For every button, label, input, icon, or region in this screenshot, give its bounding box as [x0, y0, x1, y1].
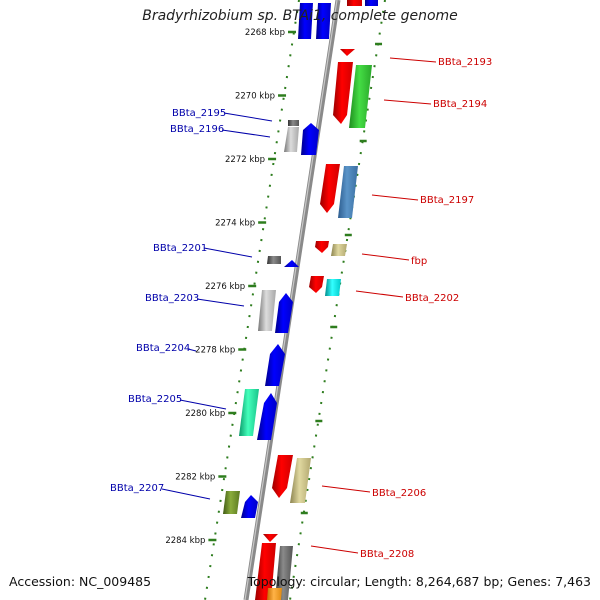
- gene-label: BBta_2195: [172, 108, 226, 119]
- gene-arrow: [365, 0, 378, 6]
- gene-arrow: [284, 127, 299, 152]
- tick-label: 2284 kbp: [165, 536, 205, 546]
- right-labels: BBta_2193 BBta_2194 BBta_2197 fbp BBta_2…: [310, 57, 492, 560]
- tick-marks: 2268 kbp 2270 kbp 2272 kbp 2274 kbp 2276 kbp…: [165, 28, 383, 546]
- gene-label: BBta_2207: [110, 483, 164, 494]
- gene-arrow: [309, 276, 324, 293]
- left-strand-features: [223, 3, 331, 518]
- gene-label: BBta_2194: [433, 99, 487, 110]
- gene-arrow: [267, 588, 282, 600]
- tick-label: 2276 kbp: [205, 282, 245, 292]
- tick-label: 2280 kbp: [185, 409, 225, 419]
- leader-line: [203, 247, 253, 258]
- leader-line: [310, 545, 359, 554]
- gene-label: BBta_2205: [128, 394, 182, 405]
- leader-line: [161, 488, 211, 500]
- left-labels: BBta_2195 BBta_2196 BBta_2201 BBta_2203 …: [110, 108, 273, 500]
- gene-arrow: [349, 65, 372, 128]
- leader-line: [383, 99, 432, 105]
- tick-label: 2278 kbp: [195, 346, 235, 356]
- tick-label: 2282 kbp: [175, 473, 215, 483]
- gene-arrow: [284, 260, 299, 267]
- gene-label: BBta_2206: [372, 488, 426, 499]
- leader-line: [221, 129, 271, 138]
- gene-label: BBta_2204: [136, 343, 190, 354]
- tick-label: 2270 kbp: [235, 92, 275, 102]
- gene-label: fbp: [411, 256, 427, 267]
- map-title: Bradyrhizobium sp. BTAi1, complete genom…: [142, 8, 458, 24]
- gene-arrow: [347, 0, 362, 6]
- gene-label: BBta_2193: [438, 57, 492, 68]
- gene-arrow: [223, 491, 240, 514]
- tick-label: 2274 kbp: [215, 219, 255, 229]
- tick-label: 2272 kbp: [225, 155, 265, 165]
- gene-arrow: [267, 256, 281, 264]
- gene-arrow: [265, 344, 285, 386]
- gene-arrow: [315, 241, 329, 253]
- gene-label: BBta_2196: [170, 124, 224, 135]
- gene-arrow: [275, 293, 293, 333]
- leader-line: [361, 253, 410, 261]
- gene-arrow: [333, 62, 353, 124]
- gene-label: BBta_2197: [420, 195, 474, 206]
- gene-arrow: [263, 534, 278, 542]
- gene-label: BBta_2203: [145, 293, 199, 304]
- gene-label: BBta_2201: [153, 243, 207, 254]
- gene-arrow: [338, 166, 358, 218]
- gene-arrow: [331, 244, 347, 256]
- leader-line: [223, 112, 273, 122]
- genome-summary-text: Topology: circular; Length: 8,264,687 bp…: [247, 574, 591, 589]
- gene-arrow: [275, 546, 293, 600]
- gene-arrow: [298, 3, 313, 39]
- right-strand-features: [255, 0, 378, 600]
- gene-arrow: [258, 290, 276, 331]
- gene-label: BBta_2208: [360, 549, 414, 560]
- gene-arrow: [325, 279, 341, 296]
- gene-label: BBta_2202: [405, 293, 459, 304]
- accession-text: Accession: NC_009485: [9, 574, 152, 589]
- genome-backbone: [243, 0, 341, 600]
- left-guide-lane: [204, 0, 300, 600]
- leader-line: [179, 399, 227, 410]
- gene-arrow: [241, 495, 258, 518]
- gene-arrow: [320, 164, 340, 213]
- gene-arrow: [301, 123, 319, 155]
- leader-line: [371, 194, 419, 201]
- leader-line: [187, 348, 197, 352]
- right-guide-lane: [289, 0, 386, 600]
- gene-arrow: [257, 393, 277, 440]
- leader-line: [355, 290, 404, 298]
- gene-arrow: [288, 120, 299, 126]
- leader-line: [389, 57, 437, 63]
- gene-arrow: [272, 455, 293, 498]
- leader-line: [196, 298, 245, 307]
- gene-arrow: [316, 3, 331, 39]
- gene-arrow: [239, 389, 259, 436]
- gene-arrow: [340, 49, 355, 56]
- gene-arrow: [255, 543, 276, 600]
- guide-lanes: [204, 0, 386, 600]
- leader-line: [321, 485, 371, 493]
- gene-arrow: [290, 458, 311, 503]
- tick-label: 2268 kbp: [245, 28, 285, 38]
